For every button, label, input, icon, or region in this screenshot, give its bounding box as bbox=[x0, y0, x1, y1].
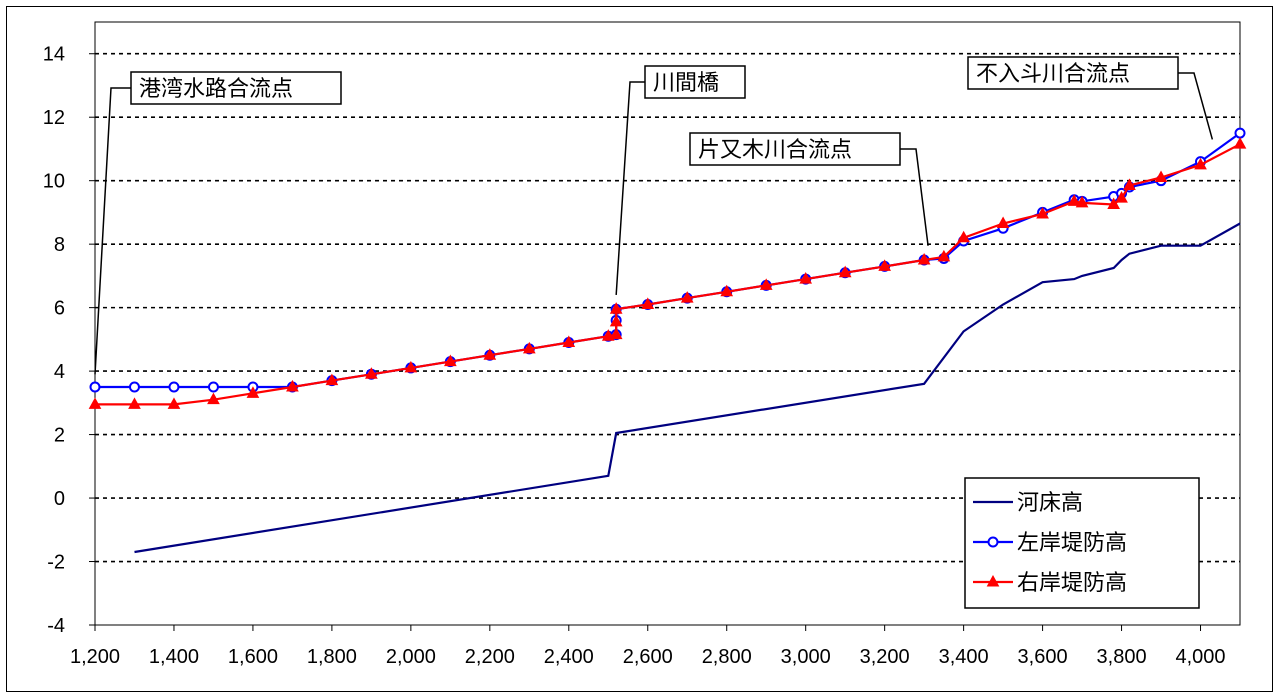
x-tick-label: 3,800 bbox=[1097, 646, 1147, 668]
callout-box bbox=[130, 71, 342, 105]
callout-label: 港湾水路合流点 bbox=[139, 77, 293, 102]
series-3-point bbox=[1194, 157, 1207, 170]
series-3-point bbox=[759, 278, 773, 290]
x-tick-label: 3,600 bbox=[1018, 646, 1068, 668]
x-tick-label: 3,200 bbox=[860, 646, 910, 668]
y-tick-label: 4 bbox=[54, 361, 65, 383]
series-3-point bbox=[365, 367, 378, 379]
series-3-point bbox=[680, 291, 694, 303]
series-3-point bbox=[1075, 195, 1089, 208]
series-2-point bbox=[207, 381, 219, 393]
series-3-point bbox=[1123, 178, 1136, 190]
x-tick-label: 2,800 bbox=[702, 646, 752, 668]
y-tick-label: 14 bbox=[43, 44, 65, 66]
x-tick-label: 1,400 bbox=[149, 646, 199, 668]
x-tick-label: 2,400 bbox=[544, 646, 594, 668]
y-tick-label: 8 bbox=[54, 234, 65, 256]
callout-leader bbox=[900, 148, 929, 246]
series-3-point bbox=[917, 252, 931, 265]
callout-box bbox=[689, 132, 901, 166]
series-3-point bbox=[1107, 197, 1121, 209]
y-tick-label: 2 bbox=[54, 425, 65, 447]
series-3-point bbox=[404, 360, 418, 373]
legend-swatch-marker bbox=[986, 574, 1000, 587]
x-tick-label: 1,200 bbox=[70, 646, 120, 668]
series-line-3 bbox=[95, 143, 1241, 406]
plot-area-border bbox=[94, 21, 1241, 626]
series-2-point bbox=[128, 381, 140, 393]
legend-swatch-marker bbox=[987, 536, 999, 548]
series-3-point bbox=[562, 335, 576, 348]
series-3-point bbox=[1036, 206, 1049, 219]
plot-area bbox=[94, 21, 1241, 626]
series-3-point bbox=[878, 259, 892, 271]
series-line-2 bbox=[95, 132, 1241, 389]
x-tick-label: 1,800 bbox=[307, 646, 357, 668]
y-tick-label: 6 bbox=[54, 298, 65, 320]
y-axis-ticks: -4 -2 0 2 4 6 8 10 12 14 bbox=[43, 44, 95, 637]
x-tick-label: 3,400 bbox=[939, 646, 989, 668]
series-3-point bbox=[838, 265, 852, 278]
series-3-point bbox=[937, 249, 951, 262]
y-tick-label: -2 bbox=[47, 552, 65, 574]
series-3-point bbox=[443, 354, 457, 367]
callout-box bbox=[644, 65, 746, 99]
y-tick-label: 12 bbox=[43, 107, 65, 129]
y-tick-label: 0 bbox=[54, 488, 65, 510]
series-3-point bbox=[167, 397, 181, 409]
callout-leader bbox=[94, 87, 131, 375]
x-tick-label: 2,000 bbox=[386, 646, 436, 668]
callout-leader bbox=[615, 81, 645, 295]
series-line-1 bbox=[134, 222, 1241, 554]
callout-label: 川間橋 bbox=[653, 71, 719, 96]
series-3-point bbox=[246, 386, 260, 398]
series-3-point bbox=[641, 297, 655, 309]
x-tick-label: 1,600 bbox=[228, 646, 278, 668]
series-3-point bbox=[609, 327, 623, 340]
callout-label: 片又木川合流点 bbox=[698, 138, 852, 163]
series-3-point bbox=[325, 373, 339, 386]
series-3-point bbox=[720, 284, 734, 297]
y-tick-label: -4 bbox=[47, 615, 65, 637]
x-tick-label: 3,000 bbox=[781, 646, 831, 668]
series-3-point bbox=[1067, 194, 1081, 206]
legend-label: 左岸堤防高 bbox=[1017, 531, 1127, 556]
legend-label: 右岸堤防高 bbox=[1017, 571, 1127, 596]
series-2-point bbox=[168, 381, 180, 393]
callout-box bbox=[967, 56, 1179, 90]
series-group bbox=[88, 127, 1247, 554]
series-2-point bbox=[89, 381, 101, 393]
y-tick-label: 10 bbox=[43, 171, 65, 193]
series-3-point bbox=[799, 272, 813, 284]
callout-leader bbox=[1178, 72, 1214, 140]
series-2-point bbox=[1234, 127, 1246, 139]
series-3-point bbox=[1115, 191, 1128, 203]
x-tick-label: 2,600 bbox=[623, 646, 673, 668]
series-3-point bbox=[996, 216, 1010, 229]
series-3-point bbox=[1154, 170, 1168, 183]
series-3-point bbox=[609, 302, 623, 314]
x-tick-label: 2,200 bbox=[465, 646, 515, 668]
series-3-point bbox=[286, 379, 299, 392]
series-3-point bbox=[483, 348, 497, 360]
series-3-point bbox=[522, 341, 536, 354]
x-axis-ticks: 1,200 1,400 1,600 1,800 2,000 2,200 2,400 2,600… bbox=[70, 625, 1226, 668]
series-3-point bbox=[609, 314, 623, 327]
series-3-point bbox=[128, 397, 141, 409]
legend-label: 河床高 bbox=[1017, 491, 1083, 516]
series-3-point bbox=[88, 397, 102, 409]
x-tick-label: 4,000 bbox=[1175, 646, 1225, 668]
series-3-point bbox=[207, 392, 220, 405]
series-3-point bbox=[1233, 137, 1247, 149]
callout-label: 不入斗川合流点 bbox=[976, 62, 1130, 87]
series-3-point bbox=[957, 230, 970, 243]
